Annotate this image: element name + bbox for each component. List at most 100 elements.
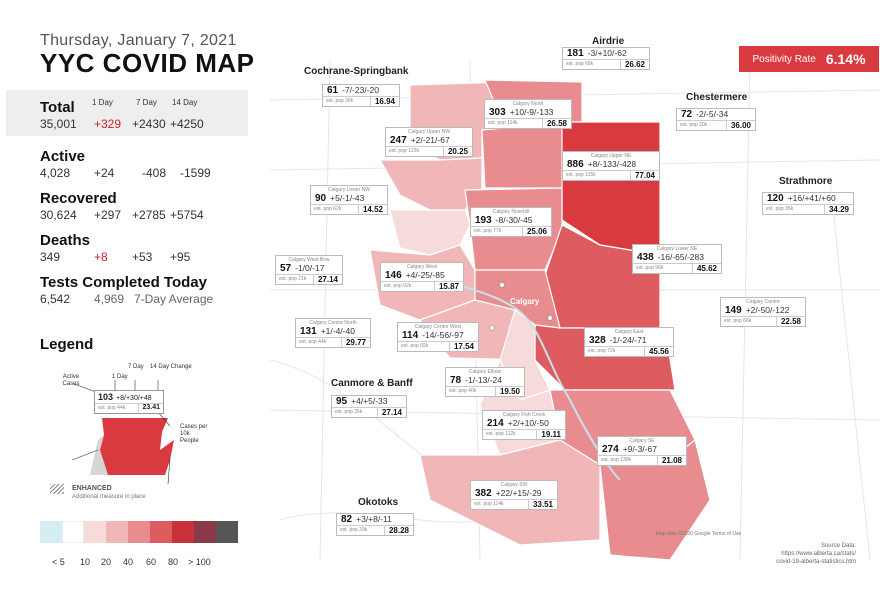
region-name: Calgary Centre West xyxy=(414,324,462,330)
col-head-14day: 14 Day xyxy=(172,98,198,107)
region-count: 114 xyxy=(402,330,419,341)
region-count: 328 xyxy=(589,335,606,346)
region-change: -1/0/-17 xyxy=(295,263,325,273)
region-change: +9/-3/-67 xyxy=(622,444,657,454)
poi-marker xyxy=(547,315,553,321)
region-per10k: 27.14 xyxy=(312,275,342,284)
stat-avg-label: 7-Day Average xyxy=(134,292,214,306)
scale-label: 80 xyxy=(168,557,179,567)
region-change: -2/-5/-34 xyxy=(696,109,729,119)
positivity-label: Positivity Rate xyxy=(752,53,816,65)
source-url2: covid-19-alberta-statistics.htm xyxy=(776,559,856,565)
stat-7day: +2430 xyxy=(132,117,166,131)
region-per10k: 21.08 xyxy=(656,456,686,465)
region-name: Calgary Centre xyxy=(746,299,780,305)
region-pop: est. pop 66k xyxy=(724,318,752,324)
region-per10k: 25.06 xyxy=(521,227,551,236)
region-pop: est. pop 77k xyxy=(474,228,502,234)
region-pop: est. pop 68k xyxy=(566,61,594,67)
region-pop: est. pop 115k xyxy=(566,172,596,178)
legend-1day: 1 Day xyxy=(112,374,128,380)
region-count: 78 xyxy=(450,375,462,386)
legend-per10k: Cases per 10k People xyxy=(180,424,208,444)
region-label-centre: Calgary Centre 149 +2/-50/-122 est. pop 66k… xyxy=(720,297,806,327)
scale-label: 60 xyxy=(146,557,157,567)
region-label-fishcreek: Calgary Fish Creek 214 +2/+10/-50 est. pop … xyxy=(482,410,566,440)
region-count: 131 xyxy=(300,326,317,337)
region-per10k: 36.00 xyxy=(725,121,755,130)
region-pop: est. pop 44k xyxy=(299,339,327,345)
region-pop: est. pop 21k xyxy=(279,276,307,282)
stat-value: 6,542 xyxy=(40,292,71,306)
place-canmore: Canmore & Banff xyxy=(331,378,413,389)
region-count: 82 xyxy=(341,514,353,525)
stat-value: 349 xyxy=(40,250,61,264)
stat-7day: +2785 xyxy=(132,208,166,222)
legend-title: Legend xyxy=(40,336,94,353)
region-per10k: 15.87 xyxy=(433,282,463,291)
scale-label: 10 xyxy=(80,557,91,567)
region-label-nosehill: Calgary Nosehill 193 -8/-30/-45 est. pop 77… xyxy=(470,207,552,237)
region-count: 193 xyxy=(475,215,492,226)
col-head-1day: 1 Day xyxy=(92,98,113,107)
region-label-westbow: Calgary West Bow 57 -1/0/-17 est. pop 21k 27… xyxy=(275,255,343,285)
region-pop: est. pop 29k xyxy=(340,527,368,533)
region-label-upperne: Calgary Upper NE 886 +8/-133/-428 est. pop … xyxy=(562,151,660,181)
region-label-east: Calgary East 328 -1/-24/-71 est. pop 72k 45.… xyxy=(584,327,674,357)
stat-value: 30,624 xyxy=(40,208,77,222)
region-per10k: 26.62 xyxy=(619,60,649,69)
region-per10k: 14.52 xyxy=(357,205,387,214)
region-change: -1/-24/-71 xyxy=(609,335,647,345)
region-name: Calgary East xyxy=(614,329,644,335)
region-count: 90 xyxy=(315,193,327,204)
poi-marker xyxy=(489,325,495,331)
scale-swatch xyxy=(172,521,194,543)
stat-label: Tests Completed Today xyxy=(40,274,207,291)
region-pop: est. pop 96k xyxy=(636,265,664,271)
region-per10k: 45.56 xyxy=(643,347,673,356)
region-change: -1/-13/-24 xyxy=(465,375,502,385)
region-name: Calgary Elbow xyxy=(468,369,502,375)
region-pop: est. pop 35k xyxy=(766,206,794,212)
place-cochrane: Cochrane-Springbank xyxy=(304,66,409,77)
legend-14day: 14 Day Change xyxy=(150,364,192,370)
region-count: 274 xyxy=(602,444,619,455)
source-label: Source Data: xyxy=(820,543,856,549)
region-change: +2/+10/-50 xyxy=(507,418,549,428)
stat-value: 35,001 xyxy=(40,117,77,131)
region-pop: est. pop 114k xyxy=(474,501,504,507)
region-pop: est. pop 35k xyxy=(335,409,363,415)
stat-1day: +297 xyxy=(94,208,122,222)
positivity-value: 6.14% xyxy=(825,51,866,67)
legend-example-per: 23.41 xyxy=(138,404,163,412)
region-label-lowerne: Calgary Lower NE 438 -16/-65/-283 est. pop … xyxy=(632,244,722,274)
region-label-sw: Calgary SW 382 +22/+15/-29 est. pop 114k 33.… xyxy=(470,480,558,510)
region-change: -7/-23/-20 xyxy=(342,85,379,95)
place-chestermere: Chestermere xyxy=(686,92,748,103)
region-name: Calgary Lower NE xyxy=(656,246,698,252)
region-count: 438 xyxy=(637,252,654,263)
stat-7day: -408 xyxy=(142,166,167,180)
region-label-lowernw: Calgary Lower NW 90 +5/-1/-43 est. pop 62k 1… xyxy=(310,185,388,215)
region-change: +3/+8/-11 xyxy=(356,514,392,524)
stat-14day: +5754 xyxy=(170,208,204,222)
stat-total: Total 35,001 +329 +2430 +4250 xyxy=(40,99,204,131)
region-change: -16/-65/-283 xyxy=(657,252,704,262)
region-count: 149 xyxy=(725,305,742,316)
region-per10k: 19.50 xyxy=(494,387,524,396)
region-name: Calgary Lower NW xyxy=(328,187,370,193)
region-label-uppernw: Calgary Upper NW 247 +2/-21/-67 est. pop 12… xyxy=(385,127,473,157)
date-label: Thursday, January 7, 2021 xyxy=(40,32,237,49)
region-pop: est. pop 72k xyxy=(588,348,616,354)
stat-deaths: Deaths 349 +8 +53 +95 xyxy=(40,232,190,264)
scale-label: 40 xyxy=(123,557,134,567)
region-name: Calgary Upper NE xyxy=(590,153,632,159)
scale-swatch xyxy=(128,521,150,543)
region-pop: est. pop 40k xyxy=(449,388,477,394)
region-name: Calgary North xyxy=(512,101,544,107)
stat-tests: Tests Completed Today 6,542 4,969 7-Day Av… xyxy=(40,274,213,306)
region-label-okotoks: 82 +3/+8/-11 est. pop 29k 28.28 xyxy=(336,513,414,536)
region-per10k: 22.58 xyxy=(775,317,805,326)
region-per10k: 77.04 xyxy=(629,171,659,180)
stat-1day: +329 xyxy=(94,117,122,131)
